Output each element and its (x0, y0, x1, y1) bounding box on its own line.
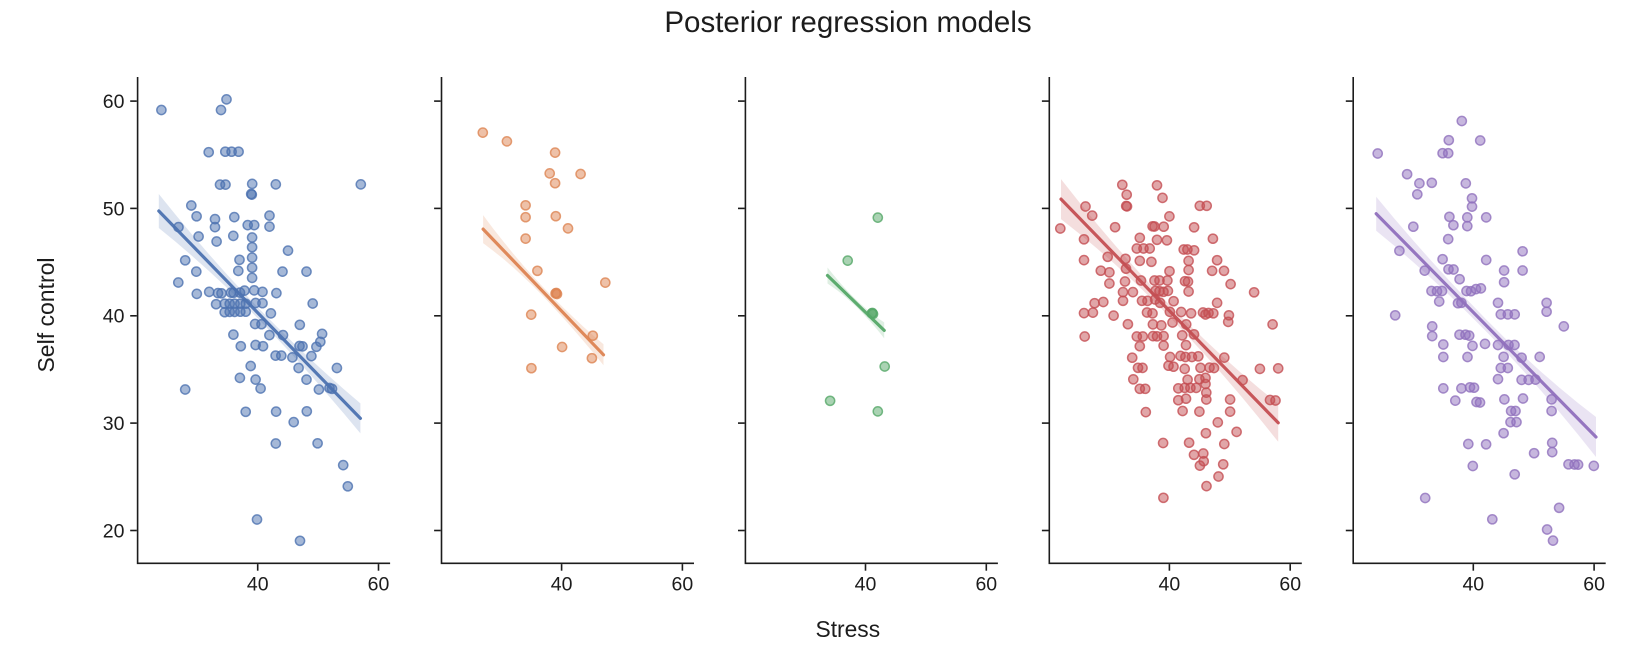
svg-text:60: 60 (103, 91, 125, 113)
svg-text:40: 40 (247, 574, 269, 596)
svg-text:60: 60 (1583, 574, 1605, 596)
svg-text:30: 30 (103, 413, 125, 435)
svg-text:40: 40 (103, 306, 125, 328)
svg-text:40: 40 (855, 574, 877, 596)
svg-text:Posterior regression models: Posterior regression models (664, 6, 1031, 39)
svg-text:20: 20 (103, 520, 125, 542)
svg-text:60: 60 (1279, 574, 1301, 596)
svg-text:60: 60 (975, 574, 997, 596)
svg-text:60: 60 (672, 574, 694, 596)
svg-text:Self control: Self control (33, 257, 59, 372)
svg-text:40: 40 (1159, 574, 1181, 596)
svg-text:40: 40 (1462, 574, 1484, 596)
svg-text:60: 60 (368, 574, 390, 596)
svg-text:Stress: Stress (815, 616, 880, 642)
svg-text:40: 40 (551, 574, 573, 596)
svg-text:50: 50 (103, 198, 125, 220)
